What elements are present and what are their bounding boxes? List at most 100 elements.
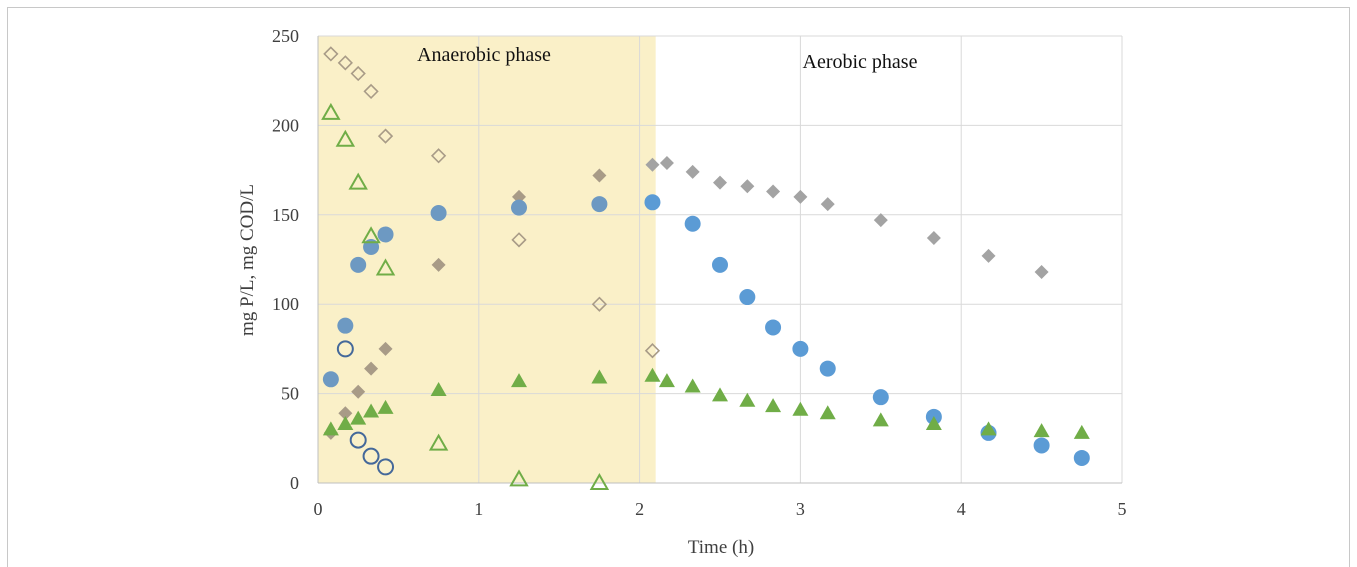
data-point-circle — [739, 289, 756, 306]
data-point-triangle — [1073, 424, 1090, 439]
data-point-diamond — [873, 213, 888, 228]
data-point-circle-open — [349, 431, 367, 449]
data-point-circle — [684, 215, 701, 232]
data-point-diamond — [512, 189, 526, 204]
data-point-diamond-open — [430, 148, 447, 164]
data-point-triangle — [872, 412, 889, 427]
data-point-diamond-open — [337, 55, 353, 71]
data-point-triangle-open — [348, 172, 368, 190]
data-point-circle — [337, 317, 354, 334]
x-tick-label: 0 — [314, 499, 323, 519]
data-point-triangle — [363, 403, 380, 418]
data-point-diamond — [659, 155, 674, 170]
data-point-triangle — [739, 392, 756, 407]
data-point-triangle — [712, 387, 728, 402]
data-point-circle — [377, 226, 394, 243]
data-point-diamond — [793, 189, 808, 204]
data-point-diamond — [766, 184, 781, 199]
data-point-diamond-open — [323, 46, 339, 62]
data-point-diamond — [645, 157, 660, 172]
data-point-diamond — [926, 231, 941, 246]
data-point-triangle — [322, 421, 339, 436]
data-point-circle — [350, 256, 367, 273]
data-point-diamond-open — [511, 232, 527, 248]
aerobic-phase-label: Aerobic phase — [803, 51, 918, 73]
data-point-circle — [792, 340, 809, 357]
y-tick-label: 250 — [272, 26, 299, 46]
y-tick-label: 100 — [272, 294, 299, 314]
data-point-triangle-open — [589, 472, 610, 490]
data-point-diamond-open — [644, 343, 661, 359]
x-tick-label: 2 — [635, 499, 644, 519]
data-point-diamond — [338, 406, 353, 421]
chart-frame — [7, 7, 1350, 567]
data-point-circle — [872, 389, 889, 406]
data-point-diamond — [981, 248, 996, 263]
data-point-circle — [1033, 437, 1050, 454]
x-tick-label: 4 — [957, 499, 966, 519]
data-point-circle — [765, 319, 782, 336]
anaerobic-phase-region — [318, 36, 656, 483]
data-point-triangle — [337, 415, 354, 430]
data-point-circle — [819, 360, 836, 377]
data-point-triangle — [684, 378, 701, 393]
data-point-circle — [511, 199, 527, 216]
gridlines — [318, 35, 1123, 484]
data-point-diamond — [364, 361, 379, 376]
data-point-diamond — [1034, 265, 1049, 280]
data-point-triangle — [430, 382, 447, 397]
data-point-diamond-open — [377, 128, 394, 144]
data-point-triangle — [350, 410, 367, 425]
y-tick-label: 150 — [272, 205, 299, 225]
data-point-triangle — [591, 369, 608, 384]
anaerobic-phase-label: Anaerobic phase — [417, 44, 551, 66]
data-point-triangle — [658, 373, 675, 388]
data-point-circle — [644, 194, 661, 211]
data-point-triangle-open — [321, 102, 341, 120]
data-point-triangle — [644, 367, 661, 382]
data-point-circle-open — [377, 458, 395, 476]
data-point-triangle-open — [361, 226, 381, 244]
y-tick-label: 50 — [281, 384, 299, 404]
data-point-triangle-open — [509, 469, 529, 487]
y-axis-title: mg P/L, mg COD/L — [237, 184, 258, 336]
data-point-diamond — [378, 341, 393, 356]
data-point-diamond — [740, 179, 755, 194]
data-point-triangle — [1033, 423, 1050, 438]
data-point-triangle — [792, 401, 809, 416]
data-point-triangle — [511, 373, 527, 388]
data-point-circle-open — [336, 340, 354, 358]
data-point-triangle-open — [428, 433, 449, 451]
data-point-diamond — [351, 384, 366, 399]
x-axis-title: Time (h) — [688, 537, 754, 558]
data-point-diamond-open — [591, 296, 608, 312]
x-tick-label: 1 — [474, 499, 483, 519]
data-point-diamond — [592, 168, 607, 183]
data-point-circle — [591, 196, 608, 213]
data-point-triangle — [819, 405, 836, 420]
data-point-circle-open — [362, 447, 380, 465]
data-point-triangle — [925, 415, 942, 430]
data-point-diamond — [713, 175, 727, 190]
data-point-diamond — [431, 257, 446, 272]
x-tick-label: 5 — [1118, 499, 1127, 519]
data-point-triangle — [377, 399, 394, 414]
data-point-triangle — [765, 398, 782, 413]
y-tick-label: 200 — [272, 115, 299, 135]
data-point-triangle — [980, 421, 997, 436]
data-point-diamond — [820, 197, 835, 212]
data-point-diamond-open — [350, 65, 366, 82]
data-point-diamond-open — [363, 83, 379, 100]
axes — [317, 36, 1122, 484]
data-points — [321, 46, 1090, 490]
y-tick-label: 0 — [290, 473, 299, 493]
data-point-diamond — [685, 164, 700, 179]
data-point-circle — [1073, 449, 1090, 466]
data-point-circle — [322, 371, 339, 388]
x-tick-label: 3 — [796, 499, 805, 519]
data-point-circle — [430, 205, 447, 222]
data-point-triangle-open — [375, 258, 396, 276]
data-point-circle — [712, 256, 728, 273]
